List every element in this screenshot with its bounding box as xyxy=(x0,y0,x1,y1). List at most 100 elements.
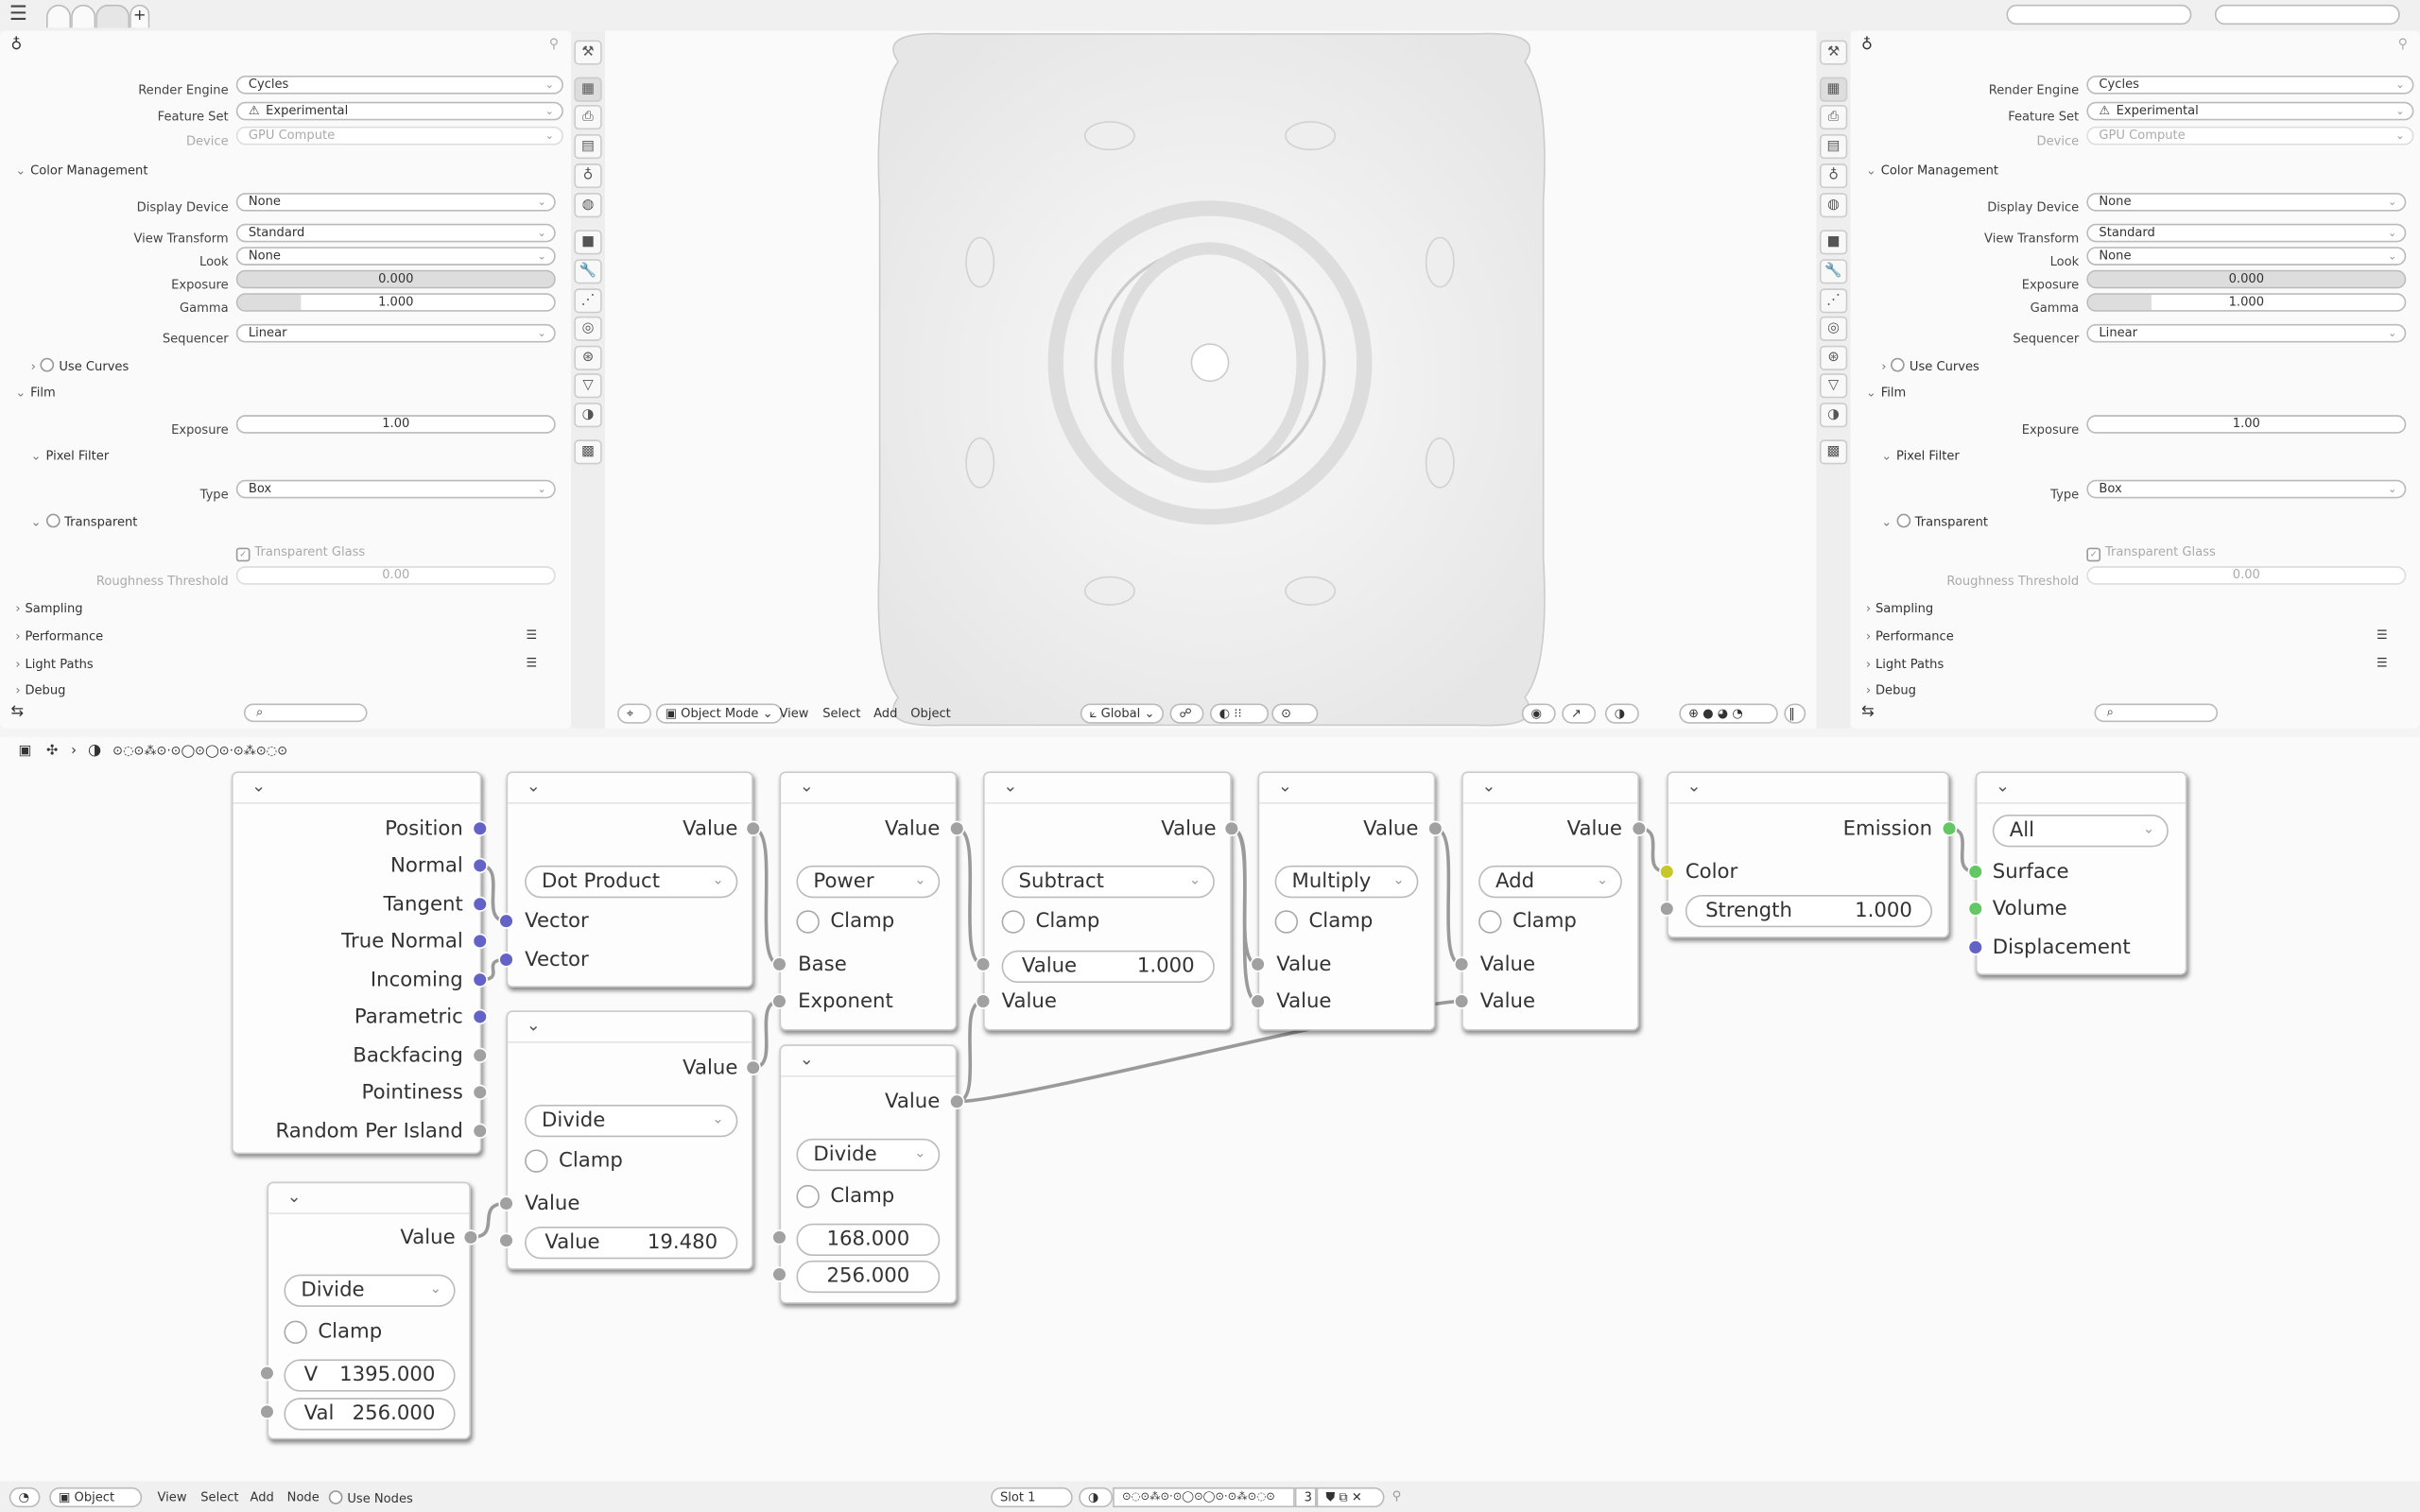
value-field[interactable]: V 1395.000 xyxy=(284,1359,456,1392)
menu-node[interactable]: Node xyxy=(286,1490,320,1504)
node-header[interactable]: ⌄ xyxy=(233,773,480,804)
transform-orientation-dropdown[interactable]: ⟀ Global ⌄ xyxy=(1080,703,1165,724)
value-field[interactable]: Value 19.480 xyxy=(525,1226,738,1260)
node-link[interactable] xyxy=(1434,826,1462,967)
debug-panel-header[interactable]: › Debug xyxy=(15,683,540,697)
node-socket[interactable] xyxy=(745,1059,761,1075)
tab-constraints-icon[interactable]: ⊛ xyxy=(1819,345,1848,370)
node-socket[interactable] xyxy=(498,1232,514,1248)
use-curves-panel-header[interactable]: › Use Curves xyxy=(31,357,541,373)
shader-node-editor[interactable]: ▣ ✣ › ◑ ⊙◌⊙⁂⊙·⊙◯⊙◯⊙·⊙⁂⊙◌⊙ ⌄ Position Norma… xyxy=(0,737,2420,1482)
clamp-checkbox[interactable] xyxy=(1274,910,1299,934)
checkbox-icon[interactable] xyxy=(1896,513,1910,528)
search-input[interactable]: ⌕ xyxy=(2094,703,2219,723)
tab-view-layer-icon[interactable]: ▤ xyxy=(1819,134,1848,160)
clamp-checkbox[interactable] xyxy=(796,910,820,934)
node-link[interactable] xyxy=(479,864,507,923)
3d-viewport[interactable]: ⌖ ▣ Object Mode ⌄ View Select Add Object… xyxy=(605,30,1817,729)
collapse-chevron-icon[interactable]: ⌄ xyxy=(1996,776,2011,797)
tab-render-icon[interactable]: ▦ xyxy=(1819,77,1848,102)
shader-type-dropdown[interactable]: ▣ Object xyxy=(49,1486,143,1508)
node-tree-icon[interactable]: ✣ xyxy=(45,743,59,760)
node-header[interactable]: ⌄ xyxy=(1668,773,1948,804)
checkbox-icon[interactable] xyxy=(1891,357,1906,372)
value-field[interactable]: Value 1.000 xyxy=(1001,950,1215,983)
target-dropdown[interactable]: All ⌄ xyxy=(1992,815,2169,848)
operation-dropdown[interactable]: Divide ⌄ xyxy=(796,1138,941,1172)
math-divide-node[interactable]: ⌄ Value Divide ⌄ Clamp 168.000 256.000 xyxy=(779,1044,958,1304)
color-management-panel-header[interactable]: ⌄ Color Management xyxy=(1866,163,2391,178)
node-header[interactable]: ⌄ xyxy=(508,1012,752,1043)
performance-panel-header[interactable]: › Performance ☰ xyxy=(1866,627,2391,643)
checkbox-icon[interactable] xyxy=(45,513,60,528)
node-link[interactable] xyxy=(956,826,984,967)
look-dropdown[interactable]: None ⌄ xyxy=(235,247,556,266)
tab-scene-icon[interactable]: ♁ xyxy=(574,163,602,189)
shading-buttons[interactable]: ⊕ ● ◕ ◔ xyxy=(1679,703,1778,724)
menu-add[interactable]: Add xyxy=(873,706,898,721)
node-socket[interactable] xyxy=(462,1229,479,1246)
clamp-checkbox[interactable] xyxy=(1478,910,1502,934)
operation-dropdown[interactable]: Add ⌄ xyxy=(1478,865,1622,899)
type-dropdown[interactable]: Box ⌄ xyxy=(235,479,556,499)
node-socket[interactable] xyxy=(498,952,514,968)
node-socket[interactable] xyxy=(1967,901,1983,917)
tab-modifier-icon[interactable]: 🔧 xyxy=(1819,259,1848,284)
node-socket[interactable] xyxy=(949,1093,965,1109)
tab-texture-icon[interactable]: ▩ xyxy=(1819,439,1848,465)
menu-add[interactable]: Add xyxy=(250,1490,274,1504)
collapse-chevron-icon[interactable]: ⌄ xyxy=(526,1015,541,1036)
node-socket[interactable] xyxy=(498,1195,514,1211)
pause-icon[interactable]: ‖ xyxy=(1784,703,1806,724)
collapse-chevron-icon[interactable]: ⌄ xyxy=(251,776,267,797)
socket-parametric[interactable] xyxy=(472,1008,488,1025)
list-icon[interactable]: ☰ xyxy=(2377,627,2388,643)
collapse-chevron-icon[interactable]: ⌄ xyxy=(1481,776,1496,797)
node-link[interactable] xyxy=(752,826,781,967)
sampling-panel-header[interactable]: › Sampling xyxy=(1866,602,2391,616)
operation-dropdown[interactable]: Power ⌄ xyxy=(796,865,941,899)
hamburger-icon[interactable]: ☰ xyxy=(9,3,27,26)
light-paths-panel-header[interactable]: › Light Paths ☰ xyxy=(15,656,540,671)
pixel-filter-panel-header[interactable]: ⌄ Pixel Filter xyxy=(1881,449,2391,463)
editor-type-icon[interactable]: ⇆ xyxy=(1860,703,1875,721)
socket-true-normal[interactable] xyxy=(472,933,488,950)
use-nodes-checkbox[interactable]: Use Nodes xyxy=(328,1490,413,1505)
light-paths-panel-header[interactable]: › Light Paths ☰ xyxy=(1866,656,2391,671)
tab-physics-icon[interactable]: ◎ xyxy=(574,316,602,341)
pin-icon[interactable]: ⚲ xyxy=(2397,37,2408,53)
emission-node[interactable]: ⌄ Emission Color Strength 1.000 xyxy=(1667,771,1950,938)
node-socket[interactable] xyxy=(949,820,965,836)
render-engine-dropdown[interactable]: Cycles ⌄ xyxy=(2086,76,2414,94)
socket-incoming[interactable] xyxy=(472,971,488,988)
clamp-checkbox[interactable] xyxy=(284,1320,307,1345)
tab-tool-icon[interactable]: ⚒ xyxy=(1819,40,1848,65)
tab-output-icon[interactable]: ⎙ xyxy=(574,105,602,130)
value-field[interactable]: 168.000 xyxy=(796,1223,941,1256)
socket-position[interactable] xyxy=(472,820,488,836)
collapse-chevron-icon[interactable]: ⌄ xyxy=(286,1186,302,1207)
tab-particles-icon[interactable]: ⋰ xyxy=(1819,288,1848,314)
collapse-chevron-icon[interactable]: ⌄ xyxy=(1277,776,1292,797)
tab-scene-icon[interactable]: ♁ xyxy=(1819,163,1848,189)
display-device-dropdown[interactable]: None ⌄ xyxy=(2086,193,2407,212)
tab-material-icon[interactable]: ◑ xyxy=(574,403,602,428)
menu-view[interactable]: View xyxy=(157,1490,187,1504)
node-link[interactable] xyxy=(752,999,780,1070)
socket-normal[interactable] xyxy=(472,857,488,874)
workspace-tab[interactable] xyxy=(71,4,96,28)
tab-world-icon[interactable]: ◍ xyxy=(574,193,602,218)
tab-data-icon[interactable]: ▽ xyxy=(574,373,602,399)
value-field[interactable]: 256.000 xyxy=(796,1260,941,1294)
material-browse-icon[interactable]: ◑ xyxy=(1079,1486,1114,1508)
node-socket[interactable] xyxy=(1967,864,1983,880)
node-socket[interactable] xyxy=(975,956,992,972)
node-link[interactable] xyxy=(470,1201,507,1240)
performance-panel-header[interactable]: › Performance ☰ xyxy=(15,627,540,643)
geometry-node[interactable]: ⌄ Position Normal Tangent True Normal Incomin… xyxy=(231,771,482,1155)
tab-world-icon[interactable]: ◍ xyxy=(1819,193,1848,218)
render-engine-dropdown[interactable]: Cycles ⌄ xyxy=(235,76,563,94)
node-header[interactable]: ⌄ xyxy=(781,1046,956,1077)
pin-icon[interactable]: ⚲ xyxy=(1392,1488,1402,1503)
overlay-icon[interactable]: ◑ xyxy=(1604,703,1639,724)
